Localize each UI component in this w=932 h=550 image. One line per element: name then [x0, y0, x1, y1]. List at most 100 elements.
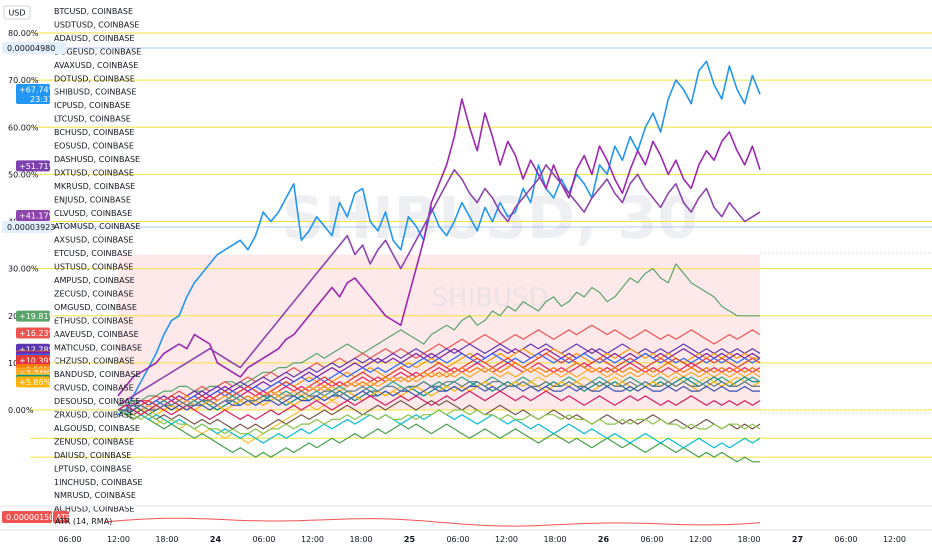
series-line [117, 164, 761, 406]
y-tick-label: 50.00% [8, 170, 39, 179]
legend-entry: DOTUSD, COINBASE [54, 74, 135, 83]
legend-entry: MKRUSD, COINBASE [54, 182, 135, 191]
time-axis: 06:00 12:00 18:00 24 06:00 12:00 18:00 25 06:00 1… [58, 535, 906, 544]
atr-short-tag [53, 511, 69, 523]
series-line [117, 352, 761, 411]
x-tick-label: 12:00 [689, 535, 712, 544]
legend-entry: 1INCHUSD, COINBASE [54, 478, 143, 487]
x-tick-label: 18:00 [155, 535, 178, 544]
y-tick-label: 0.00% [8, 406, 34, 415]
legend-entry: AAVEUSD, COINBASE [54, 330, 139, 339]
atr-value-tag [2, 511, 52, 523]
y-tick-label: 70.00% [8, 76, 39, 85]
legend-entry: DESOUSD, COINBASE [54, 397, 140, 406]
x-tick-label: 18:00 [349, 535, 372, 544]
legend-entry: CHZUSD, COINBASE [54, 357, 135, 366]
legend-entry: BANDUSD, COINBASE [54, 370, 141, 379]
legend-entry: OMGUSD, COINBASE [54, 303, 137, 312]
x-tick-label: 06:00 [834, 535, 857, 544]
legend-entry: ETCUSD, COINBASE [54, 249, 133, 258]
value-badge-text: +67.74% [19, 86, 57, 95]
series-line [118, 400, 761, 430]
value-badge-text: +16.23% [19, 329, 57, 338]
value-badge [16, 376, 50, 388]
legend-entry: NMRUSD, COINBASE [54, 491, 136, 500]
y-tick-label: 80.00% [8, 29, 39, 38]
atr-indicator-label: ATR (14, RMA) [55, 517, 112, 526]
x-tick-label: 25 [404, 535, 416, 544]
x-tick-label: 18:00 [737, 535, 760, 544]
atr-line [103, 517, 761, 527]
lower-price-text: 0.00003923 [7, 223, 55, 232]
series-line [117, 98, 761, 397]
legend-entry: USTUSD, COINBASE [54, 263, 133, 272]
y-tick-label: 30.00% [8, 265, 39, 274]
x-tick-label: 12:00 [495, 535, 518, 544]
x-tick-label: 12:00 [301, 535, 324, 544]
value-badge [16, 310, 50, 322]
level-lines [30, 32, 932, 458]
upper-price-tag [2, 42, 66, 54]
legend-entry: AXSUSD, COINBASE [54, 236, 134, 245]
legend-entry: ZRXUSD, COINBASE [54, 411, 134, 420]
x-tick-label: 12:00 [883, 535, 906, 544]
legend-entry: BCHUSD, COINBASE [54, 128, 134, 137]
series-line [117, 60, 761, 416]
legend-entry: LPTUSD, COINBASE [54, 464, 132, 473]
legend-entry: ADAUSD, COINBASE [54, 34, 134, 43]
legend-entry: DASHUSD, COINBASE [54, 155, 140, 164]
currency-button-label: USD [8, 9, 25, 18]
legend-entry: ENJUSD, COINBASE [54, 195, 131, 204]
series-layer [117, 60, 761, 463]
value-badge-text: +10.39% [19, 357, 57, 366]
legend-entry: LTCUSD, COINBASE [54, 115, 131, 124]
value-badge [16, 84, 50, 104]
currency-button[interactable] [3, 5, 31, 20]
legend-entry: MATICUSD, COINBASE [54, 343, 142, 352]
x-tick-label: 26 [598, 535, 610, 544]
legend-entry: BTCUSD, COINBASE [54, 7, 133, 16]
atr-short-text: ATR [56, 513, 72, 522]
x-tick-label: 06:00 [58, 535, 81, 544]
x-tick-label: 24 [210, 535, 222, 544]
legend-entry: AMPUSD, COINBASE [54, 276, 135, 285]
series-line [117, 409, 761, 435]
x-tick-label: 06:00 [640, 535, 663, 544]
upper-price-text: 0.00004980 [7, 44, 55, 53]
y-tick-label: 60.00% [8, 123, 39, 132]
value-badge-text: +51.71% [19, 162, 57, 171]
legend-entry: CLVUSD, COINBASE [54, 209, 132, 218]
value-badge [16, 160, 50, 172]
value-badge [16, 327, 50, 339]
value-badge-text: +19.81% [19, 312, 57, 321]
x-tick-label: 27 [792, 535, 803, 544]
value-badge-time: 23:37 [30, 95, 53, 104]
legend-entry: DAIUSD, COINBASE [54, 451, 131, 460]
x-tick-label: 12:00 [107, 535, 130, 544]
atr-value-text: 0.00000150 [6, 513, 54, 522]
legend: BTCUSD, COINBASE USDTUSD, COINBASE ADAUSD,… [54, 7, 143, 514]
series-line [117, 390, 761, 420]
legend-entry: AVAXUSD, COINBASE [54, 61, 138, 70]
value-badge-text: +12.78% [19, 345, 57, 354]
watermark-subtitle: SHIBUSD [431, 283, 548, 313]
value-badge-text: +5.86% [19, 378, 52, 387]
shaded-band [118, 254, 760, 410]
x-tick-label: 06:00 [446, 535, 469, 544]
legend-entry: DOGEUSD, COINBASE [54, 47, 141, 56]
legend-entry: ETHUSD, COINBASE [54, 316, 133, 325]
legend-entry: DXTUSD, COINBASE [54, 168, 134, 177]
value-badges: +67.74%23:37 +51.71% +41.17% +19.81% +16.23%… [16, 84, 57, 388]
lower-price-tag [2, 221, 52, 233]
x-tick-label: 06:00 [252, 535, 275, 544]
series-line [117, 324, 761, 411]
legend-entry: SHIBUSD, COINBASE [54, 88, 136, 97]
series-line [117, 409, 760, 463]
legend-entry: ICPUSD, COINBASE [54, 101, 130, 110]
series-line [118, 367, 761, 416]
value-badge [16, 209, 50, 221]
legend-entry: ATOMUSD, COINBASE [54, 222, 140, 231]
legend-entry: ZENUSD, COINBASE [54, 437, 134, 446]
